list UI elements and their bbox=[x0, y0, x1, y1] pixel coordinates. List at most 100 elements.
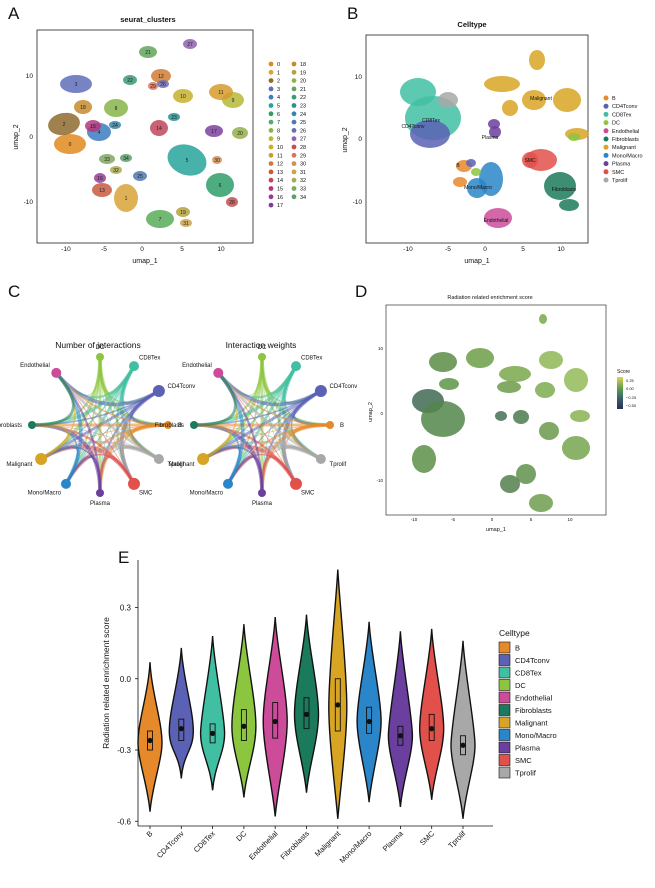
node-label: SMC bbox=[301, 491, 315, 497]
cluster-label: 28 bbox=[229, 200, 235, 206]
x-tick: 5 bbox=[180, 246, 184, 253]
cluster-legend-swatch bbox=[291, 86, 297, 92]
cluster-legend-label: 11 bbox=[277, 153, 283, 159]
cluster-legend-label: 25 bbox=[300, 120, 306, 126]
celltype-blob bbox=[438, 92, 458, 108]
violin-shape bbox=[293, 614, 320, 793]
score-blob bbox=[562, 436, 590, 460]
cluster-blob bbox=[104, 99, 128, 117]
cluster-legend-swatch bbox=[291, 161, 297, 167]
cluster-legend-swatch bbox=[268, 136, 274, 142]
violin-box bbox=[428, 713, 435, 741]
score-blob bbox=[412, 445, 436, 473]
y-tick-label: -0.3 bbox=[117, 746, 131, 755]
cluster-legend-label: 12 bbox=[277, 162, 283, 168]
cluster-label: 8 bbox=[115, 106, 118, 112]
cluster-legend-label: 6 bbox=[277, 112, 280, 118]
violin-box bbox=[366, 706, 373, 734]
score-legend-tick: 0.00 bbox=[626, 386, 635, 391]
y-axis-label: umap_2 bbox=[368, 402, 374, 422]
cell-node bbox=[315, 454, 326, 464]
violin-box bbox=[303, 697, 310, 730]
y-tick: 0 bbox=[380, 411, 383, 416]
cluster-blob bbox=[168, 113, 180, 121]
celltype-legend-swatch bbox=[603, 177, 609, 183]
violin-shape bbox=[450, 640, 476, 819]
y-tick: 0 bbox=[29, 134, 33, 141]
violin-shape bbox=[137, 662, 163, 812]
cell-node bbox=[153, 454, 164, 464]
cell-node bbox=[152, 385, 165, 397]
legend-swatch bbox=[498, 766, 511, 779]
cluster-label: 1 bbox=[125, 196, 128, 202]
cluster-legend-swatch bbox=[268, 94, 274, 100]
cell-node bbox=[96, 489, 104, 497]
violin-mean-dot bbox=[335, 702, 341, 708]
legend-swatch bbox=[498, 641, 511, 654]
violin-box bbox=[240, 709, 247, 741]
x-tick: 0 bbox=[483, 246, 487, 253]
celltype-blob bbox=[410, 120, 450, 148]
celltype-blob bbox=[400, 78, 436, 106]
legend-swatch bbox=[498, 704, 511, 716]
cell-node bbox=[28, 421, 36, 429]
score-colorbar bbox=[617, 377, 623, 409]
celltype-legend-swatch bbox=[603, 120, 609, 126]
panel-b-title: Celltype bbox=[457, 20, 486, 29]
celltype-blob bbox=[502, 100, 518, 116]
celltype-blob bbox=[559, 199, 579, 211]
cluster-legend-swatch bbox=[291, 111, 297, 117]
score-blob bbox=[564, 368, 588, 392]
celltype-blob bbox=[453, 177, 467, 187]
cell-node bbox=[223, 478, 233, 489]
x-tick: -10 bbox=[403, 246, 413, 253]
cluster-legend-swatch bbox=[291, 152, 297, 158]
celltype-legend-swatch bbox=[603, 152, 609, 158]
violin-mean-dot bbox=[241, 723, 247, 729]
legend-label: DC bbox=[515, 681, 526, 690]
y-tick: 10 bbox=[26, 73, 34, 80]
cellchat-circle-plots: Number of interactions Interaction weigh… bbox=[0, 340, 357, 507]
x-tick-label: CD4Tconv bbox=[155, 829, 186, 860]
cluster-legend-swatch bbox=[268, 152, 274, 158]
panel-b-frame bbox=[365, 34, 589, 244]
x-tick-label: Malignant bbox=[313, 828, 343, 858]
celltype-blob bbox=[467, 178, 487, 198]
cluster-legend-swatch bbox=[291, 177, 297, 183]
cluster-label: 3 bbox=[75, 82, 78, 88]
x-axis-label: umap_1 bbox=[464, 258, 489, 265]
celltype-legend-label: Endothelial bbox=[612, 129, 639, 135]
cell-node bbox=[326, 421, 334, 429]
cell-node bbox=[129, 361, 139, 372]
cell-node bbox=[197, 453, 210, 465]
celltype-plot-label: Mono/Macro bbox=[464, 185, 492, 191]
cluster-blob bbox=[176, 207, 190, 217]
node-label: B bbox=[178, 423, 182, 429]
x-axis-label: umap_1 bbox=[486, 527, 506, 533]
celltype-blob bbox=[484, 208, 512, 228]
legend-label: CD8Tex bbox=[515, 669, 542, 678]
interaction-edge bbox=[217, 356, 263, 396]
cluster-legend-label: 27 bbox=[300, 137, 306, 143]
node-label: Mono/Macro bbox=[190, 491, 224, 497]
cluster-label: 26 bbox=[160, 82, 166, 88]
celltype-plot-label: B bbox=[456, 163, 460, 169]
y-tick: 0 bbox=[358, 136, 362, 143]
violin-series bbox=[137, 569, 476, 819]
legend-swatch bbox=[498, 741, 511, 754]
legend-label: Endothelial bbox=[515, 694, 552, 703]
cluster-blob bbox=[48, 112, 80, 136]
y-tick: -10 bbox=[353, 199, 363, 206]
legend-swatch bbox=[498, 716, 511, 729]
score-blob bbox=[513, 410, 529, 424]
x-tick-label: SMC bbox=[418, 829, 437, 848]
x-tick-label: Plasma bbox=[381, 828, 406, 853]
cluster-legend-label: 3 bbox=[277, 87, 280, 93]
panel-a-frame bbox=[36, 29, 254, 244]
cluster-blob bbox=[167, 144, 207, 176]
cluster-legend-label: 10 bbox=[277, 145, 283, 151]
celltype-legend-swatch bbox=[603, 136, 609, 142]
celltype-blob bbox=[488, 119, 500, 129]
cluster-blob bbox=[85, 120, 101, 132]
cluster-blob bbox=[110, 166, 122, 174]
